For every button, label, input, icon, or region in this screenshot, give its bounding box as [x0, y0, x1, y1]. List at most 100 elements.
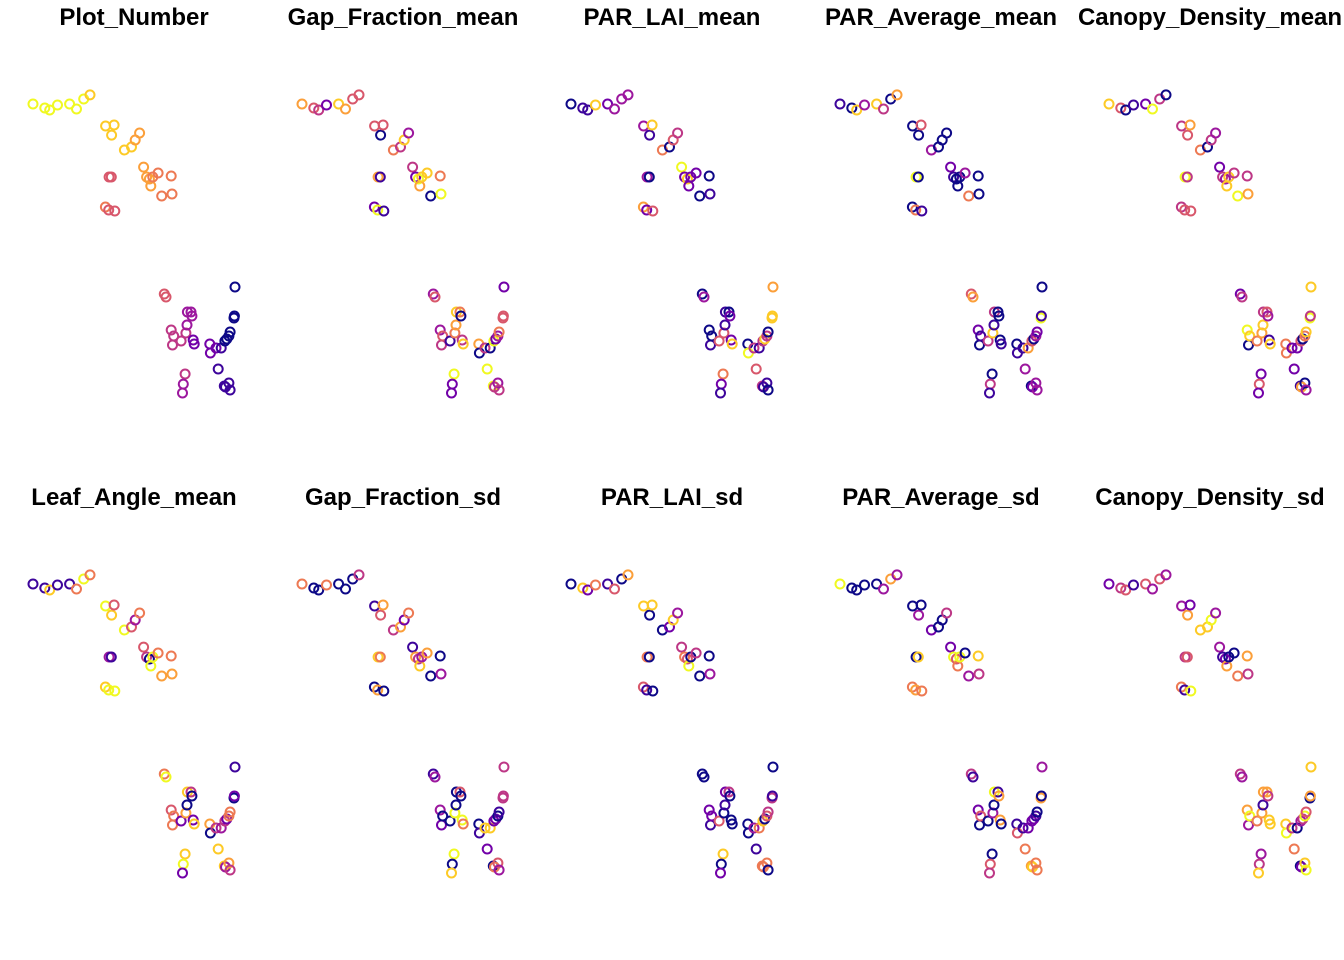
data-point — [1264, 338, 1276, 350]
data-point — [915, 599, 927, 611]
data-point — [577, 102, 589, 114]
data-point — [1300, 864, 1312, 876]
data-point — [444, 815, 456, 827]
data-point — [165, 170, 177, 182]
data-point — [973, 188, 985, 200]
data-point — [224, 326, 236, 338]
data-point — [748, 342, 760, 354]
data-point — [1244, 330, 1256, 342]
data-point — [767, 281, 779, 293]
data-point — [177, 387, 188, 399]
data-point — [982, 335, 994, 347]
data-point — [609, 103, 620, 115]
points-group — [834, 89, 1048, 399]
data-point — [643, 651, 655, 663]
data-point — [403, 127, 415, 139]
data-point — [1115, 582, 1127, 594]
data-point — [436, 339, 447, 351]
data-point — [715, 387, 726, 399]
data-point — [644, 609, 656, 621]
data-point — [296, 578, 308, 590]
data-point — [698, 771, 710, 783]
data-point — [1036, 761, 1048, 773]
data-point — [726, 338, 738, 350]
data-point — [1036, 281, 1048, 293]
data-point — [724, 310, 736, 322]
data-point — [694, 670, 706, 682]
data-point — [457, 818, 469, 830]
data-point — [108, 119, 120, 131]
data-point — [878, 583, 889, 595]
data-point — [437, 330, 449, 342]
data-point — [715, 858, 727, 870]
data-point — [713, 335, 725, 347]
data-point — [340, 103, 351, 115]
data-point — [210, 822, 222, 834]
data-point — [1304, 310, 1316, 322]
data-point — [156, 190, 168, 202]
data-point — [941, 607, 953, 619]
data-point — [762, 864, 774, 876]
data-point — [109, 685, 121, 697]
data-point — [138, 161, 150, 173]
data-point — [982, 815, 994, 827]
panel-9: PAR_Average_sd — [834, 484, 1048, 879]
data-point — [1160, 89, 1172, 101]
panel-title: Plot_Number — [59, 4, 208, 31]
data-point — [913, 129, 925, 141]
data-point — [1300, 326, 1312, 338]
data-point — [1120, 104, 1132, 116]
data-point — [481, 843, 493, 855]
data-point — [1182, 129, 1194, 141]
panel-title: PAR_LAI_sd — [601, 484, 743, 511]
data-point — [437, 810, 449, 822]
panel-title: PAR_Average_mean — [825, 4, 1057, 31]
data-point — [479, 342, 491, 354]
data-point — [1031, 806, 1043, 818]
data-point — [1286, 342, 1298, 354]
data-point — [988, 799, 1000, 811]
data-point — [1147, 103, 1158, 115]
data-point — [1179, 204, 1191, 216]
data-point — [913, 609, 925, 621]
data-point — [160, 291, 172, 303]
data-point — [109, 205, 121, 217]
data-point — [1241, 804, 1253, 816]
panel-title: Gap_Fraction_mean — [288, 4, 519, 31]
panel-7: Gap_Fraction_sd — [296, 484, 510, 879]
data-point — [676, 641, 688, 653]
data-point — [959, 647, 971, 659]
data-point — [296, 98, 308, 110]
data-point — [165, 324, 177, 336]
data-point — [425, 670, 437, 682]
data-point — [160, 771, 172, 783]
data-point — [910, 204, 922, 216]
data-point — [1255, 368, 1267, 380]
data-point — [446, 858, 458, 870]
data-point — [374, 651, 386, 663]
data-point — [871, 98, 883, 110]
data-point — [436, 819, 447, 831]
data-point — [84, 89, 96, 101]
data-point — [646, 599, 658, 611]
data-point — [204, 827, 216, 839]
data-point — [641, 204, 653, 216]
data-point — [672, 607, 684, 619]
data-point — [450, 799, 462, 811]
data-point — [609, 583, 620, 595]
data-point — [1115, 102, 1127, 114]
points-group — [296, 569, 510, 879]
data-point — [715, 867, 726, 879]
data-point — [859, 579, 870, 591]
data-point — [435, 668, 447, 680]
data-point — [577, 582, 589, 594]
panel-6: Leaf_Angle_mean — [27, 484, 241, 879]
data-point — [1184, 599, 1196, 611]
data-point — [492, 377, 504, 389]
data-point — [912, 651, 924, 663]
data-point — [204, 347, 216, 359]
data-point — [1017, 822, 1029, 834]
data-point — [1304, 790, 1316, 802]
data-point — [71, 583, 82, 595]
data-point — [602, 578, 614, 590]
